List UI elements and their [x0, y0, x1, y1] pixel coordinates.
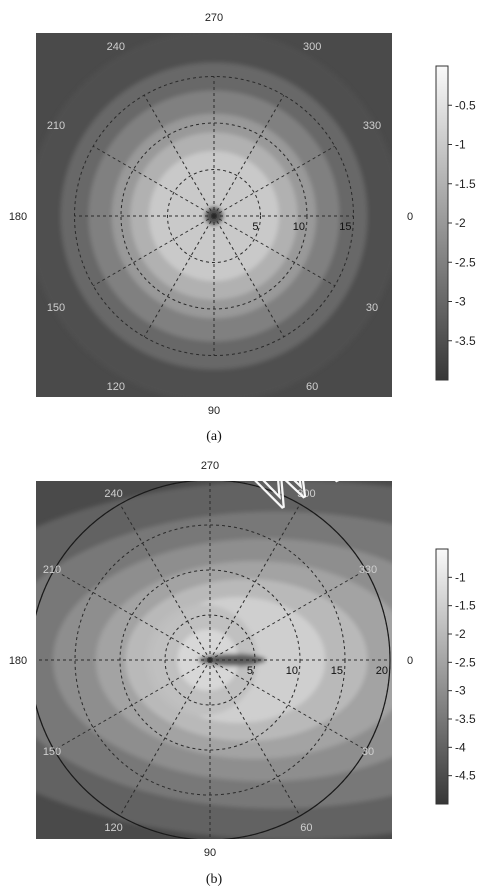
- plot-b-grid: [36, 481, 391, 839]
- colorbar-tick-label-2: -2: [455, 627, 466, 641]
- angle-label-150: 150: [47, 302, 65, 314]
- colorbar-tick-label-0: -0.5: [455, 98, 476, 112]
- spoke-30: [213, 215, 336, 287]
- angle-label-150: 150: [43, 746, 61, 758]
- angle-label-240: 240: [104, 488, 122, 500]
- spoke-150: [53, 659, 211, 751]
- radial-label-0: 5: [247, 665, 253, 677]
- colorbar-tick-label-5: -3: [455, 295, 466, 309]
- angle-label-60: 60: [306, 381, 318, 393]
- colorbar-tick-label-7: -4.5: [455, 769, 476, 783]
- spoke-120: [119, 659, 211, 817]
- colorbar-tick-label-1: -1: [455, 138, 466, 152]
- colorbar-tick-label-4: -2.5: [455, 255, 476, 269]
- angle-label-210: 210: [43, 564, 61, 576]
- colorbar-b-gradient: [435, 548, 449, 805]
- radial-label-2: 15: [339, 221, 351, 233]
- plot-a-grid: [74, 76, 354, 356]
- polar-plot-b: 5 10 15 20 0 30 60 90 120 150 180 210 240 270 300 330: [9, 460, 413, 859]
- colorbar-tick-label-6: -4: [455, 740, 466, 754]
- radial-label-1: 10: [293, 221, 305, 233]
- source-wedge: [198, 654, 266, 666]
- colorbar-tick-label-5: -3.5: [455, 712, 476, 726]
- polar-plot-a: 5 10 15 0 30 60 90 120 150 180 210 240 270 300 330: [9, 12, 413, 417]
- radial-label-3: 20: [376, 665, 388, 677]
- plot-b-radial-labels: 5 10 15 20: [247, 665, 388, 677]
- radial-label-2: 15: [331, 665, 343, 677]
- outer-circle: [36, 481, 391, 839]
- angle-label-0: 0: [407, 655, 413, 667]
- spoke-210: [53, 569, 211, 661]
- spoke-120: [143, 215, 215, 338]
- angle-label-300: 300: [297, 488, 315, 500]
- spoke-30: [209, 659, 367, 751]
- plot-a-angle-labels: 0 30 60 90 120 150 180 210 240 270 300 330: [9, 12, 413, 417]
- angle-label-210: 210: [47, 120, 65, 132]
- spoke-150: [92, 215, 215, 287]
- grid-circle-0: [167, 169, 261, 263]
- spoke-300: [213, 94, 285, 217]
- plot-b-field: [36, 481, 392, 839]
- colorbar-tick-label-1: -1.5: [455, 599, 476, 613]
- angle-label-240: 240: [107, 41, 125, 53]
- spoke-330: [209, 569, 367, 661]
- colorbar-tick-label-6: -3.5: [455, 334, 476, 348]
- spoke-300: [209, 503, 301, 661]
- colorbar-tick-label-3: -2.5: [455, 655, 476, 669]
- angle-label-330: 330: [363, 120, 381, 132]
- angle-label-180: 180: [9, 655, 27, 667]
- angle-label-120: 120: [107, 381, 125, 393]
- spoke-330: [213, 145, 336, 217]
- angle-label-0: 0: [407, 211, 413, 223]
- spoke-60: [213, 215, 285, 338]
- colorbar-tick-label-2: -1.5: [455, 177, 476, 191]
- spoke-240: [143, 94, 215, 217]
- angle-label-90: 90: [208, 405, 220, 417]
- spoke-210: [92, 145, 215, 217]
- angle-label-270: 270: [205, 12, 223, 24]
- plot-a-radial-labels: 5 10 15: [252, 221, 351, 233]
- angle-label-270: 270: [201, 460, 219, 472]
- angle-label-300: 300: [303, 41, 321, 53]
- colorbar-tick-label-0: -1: [455, 570, 466, 584]
- angle-label-60: 60: [300, 822, 312, 834]
- angle-label-120: 120: [104, 822, 122, 834]
- radial-label-0: 5: [252, 221, 258, 233]
- plot-b-angle-labels: 0 30 60 90 120 150 180 210 240 270 300 330: [9, 460, 413, 859]
- angle-label-30: 30: [362, 746, 374, 758]
- colorbar-tick-label-4: -3: [455, 684, 466, 698]
- caption-b: (b): [206, 872, 223, 887]
- spoke-60: [209, 659, 301, 817]
- caption-a: (a): [206, 429, 222, 444]
- colorbar-tick-label-3: -2: [455, 216, 466, 230]
- colorbar-a: -0.5 -1 -1.5 -2 -2.5 -3 -3.5: [435, 65, 476, 381]
- angle-label-90: 90: [204, 847, 216, 859]
- angle-label-180: 180: [9, 211, 27, 223]
- colorbar-b: -1 -1.5 -2 -2.5 -3 -3.5 -4 -4.5: [435, 548, 476, 805]
- colorbar-a-gradient: [435, 65, 449, 381]
- radial-label-1: 10: [286, 665, 298, 677]
- angle-label-30: 30: [366, 302, 378, 314]
- spoke-240: [119, 503, 211, 661]
- angle-label-330: 330: [359, 564, 377, 576]
